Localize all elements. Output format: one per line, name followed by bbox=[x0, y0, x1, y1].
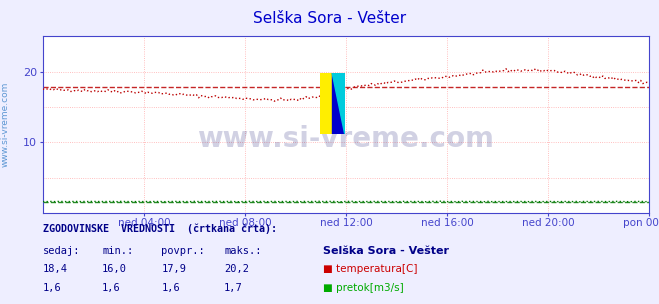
Text: www.si-vreme.com: www.si-vreme.com bbox=[1, 82, 10, 167]
Text: maks.:: maks.: bbox=[224, 246, 262, 256]
Text: www.si-vreme.com: www.si-vreme.com bbox=[198, 125, 494, 153]
Text: 18,4: 18,4 bbox=[43, 264, 68, 275]
Text: min.:: min.: bbox=[102, 246, 133, 256]
Text: 1,6: 1,6 bbox=[43, 283, 61, 293]
Text: sedaj:: sedaj: bbox=[43, 246, 80, 256]
Text: 1,6: 1,6 bbox=[161, 283, 180, 293]
Text: povpr.:: povpr.: bbox=[161, 246, 205, 256]
Text: ■ temperatura[C]: ■ temperatura[C] bbox=[323, 264, 417, 275]
Text: 1,7: 1,7 bbox=[224, 283, 243, 293]
Text: Selška Sora - Vešter: Selška Sora - Vešter bbox=[323, 246, 449, 256]
Text: Selška Sora - Vešter: Selška Sora - Vešter bbox=[253, 11, 406, 26]
Text: ZGODOVINSKE  VREDNOSTI  (črtkana črta):: ZGODOVINSKE VREDNOSTI (črtkana črta): bbox=[43, 223, 277, 234]
Text: 1,6: 1,6 bbox=[102, 283, 121, 293]
Text: ■ pretok[m3/s]: ■ pretok[m3/s] bbox=[323, 283, 404, 293]
Text: 16,0: 16,0 bbox=[102, 264, 127, 275]
Text: 17,9: 17,9 bbox=[161, 264, 186, 275]
Bar bbox=[332, 73, 345, 134]
Polygon shape bbox=[332, 73, 345, 134]
Text: 20,2: 20,2 bbox=[224, 264, 249, 275]
Bar bbox=[320, 73, 332, 134]
